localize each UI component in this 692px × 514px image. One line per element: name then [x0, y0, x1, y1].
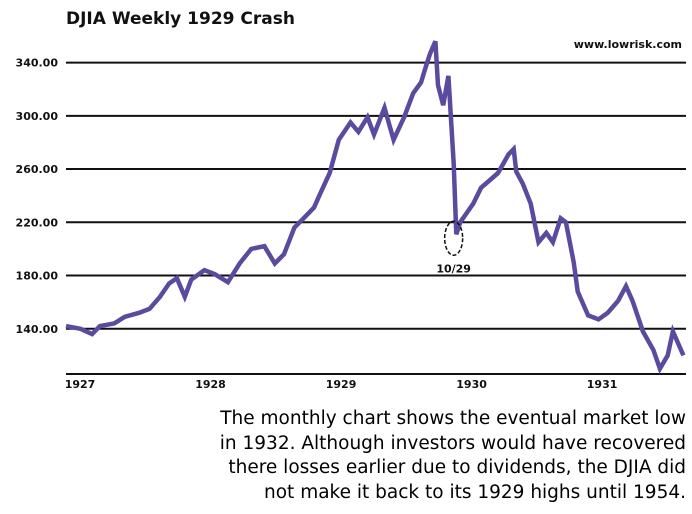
caption-line: there losses earlier due to dividends, t… — [228, 457, 686, 479]
y-tick-label: 300.00 — [16, 110, 59, 123]
watermark: www.lowrisk.com — [574, 38, 682, 51]
gridlines — [66, 61, 686, 330]
y-tick-label: 140.00 — [16, 323, 59, 336]
x-tick-label: 1927 — [65, 378, 96, 391]
x-tick-label: 1928 — [195, 378, 226, 391]
x-tick-label: 1929 — [326, 378, 357, 391]
crash-annotation-circle — [443, 220, 464, 257]
crash-annotation-label: 10/29 — [436, 262, 471, 275]
caption-line: The monthly chart shows the eventual mar… — [220, 408, 686, 429]
y-tick-label: 340.00 — [16, 57, 59, 70]
djia-chart: DJIA Weekly 1929 Crash www.lowrisk.com 1… — [16, 9, 686, 391]
caption-line: in 1932. Although investors would have r… — [219, 432, 686, 454]
x-axis: 1927 1928 1929 1930 1931 — [65, 373, 686, 391]
chart-title: DJIA Weekly 1929 Crash — [66, 9, 295, 29]
y-tick-label: 180.00 — [16, 270, 59, 283]
caption-line: not make it back to its 1929 highs until… — [264, 481, 686, 503]
caption: The monthly chart shows the eventual mar… — [126, 407, 686, 505]
x-tick-label: 1930 — [456, 378, 487, 391]
y-tick-label: 220.00 — [16, 216, 59, 229]
x-tick-label: 1931 — [587, 378, 618, 391]
y-axis: 140.00 180.00 220.00 260.00 300.00 340.00 — [16, 57, 59, 336]
y-tick-label: 260.00 — [16, 163, 59, 176]
djia-series-line — [65, 40, 686, 375]
